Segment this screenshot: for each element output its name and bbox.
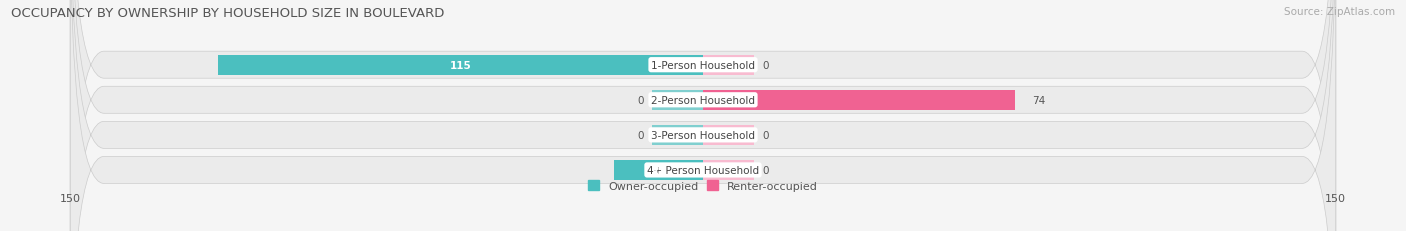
Bar — [614, 160, 703, 180]
Text: 1-Person Household: 1-Person Household — [651, 61, 755, 70]
FancyBboxPatch shape — [70, 0, 1336, 231]
Text: 0: 0 — [637, 95, 644, 105]
Text: 0: 0 — [637, 130, 644, 140]
Bar — [652, 90, 703, 110]
Bar — [703, 160, 754, 180]
Text: 2-Person Household: 2-Person Household — [651, 95, 755, 105]
Bar — [652, 125, 703, 145]
Text: 115: 115 — [450, 61, 471, 70]
Text: 21: 21 — [651, 165, 666, 175]
Text: 74: 74 — [1032, 95, 1045, 105]
Bar — [703, 55, 754, 76]
Bar — [218, 55, 703, 76]
FancyBboxPatch shape — [70, 0, 1336, 231]
FancyBboxPatch shape — [70, 0, 1336, 231]
Text: OCCUPANCY BY OWNERSHIP BY HOUSEHOLD SIZE IN BOULEVARD: OCCUPANCY BY OWNERSHIP BY HOUSEHOLD SIZE… — [11, 7, 444, 20]
Text: 0: 0 — [762, 130, 769, 140]
Text: Source: ZipAtlas.com: Source: ZipAtlas.com — [1284, 7, 1395, 17]
Bar — [703, 90, 1015, 110]
Text: 0: 0 — [762, 165, 769, 175]
Text: 3-Person Household: 3-Person Household — [651, 130, 755, 140]
Bar — [703, 125, 754, 145]
FancyBboxPatch shape — [70, 0, 1336, 231]
Legend: Owner-occupied, Renter-occupied: Owner-occupied, Renter-occupied — [588, 181, 818, 191]
Text: 4+ Person Household: 4+ Person Household — [647, 165, 759, 175]
Text: 0: 0 — [762, 61, 769, 70]
